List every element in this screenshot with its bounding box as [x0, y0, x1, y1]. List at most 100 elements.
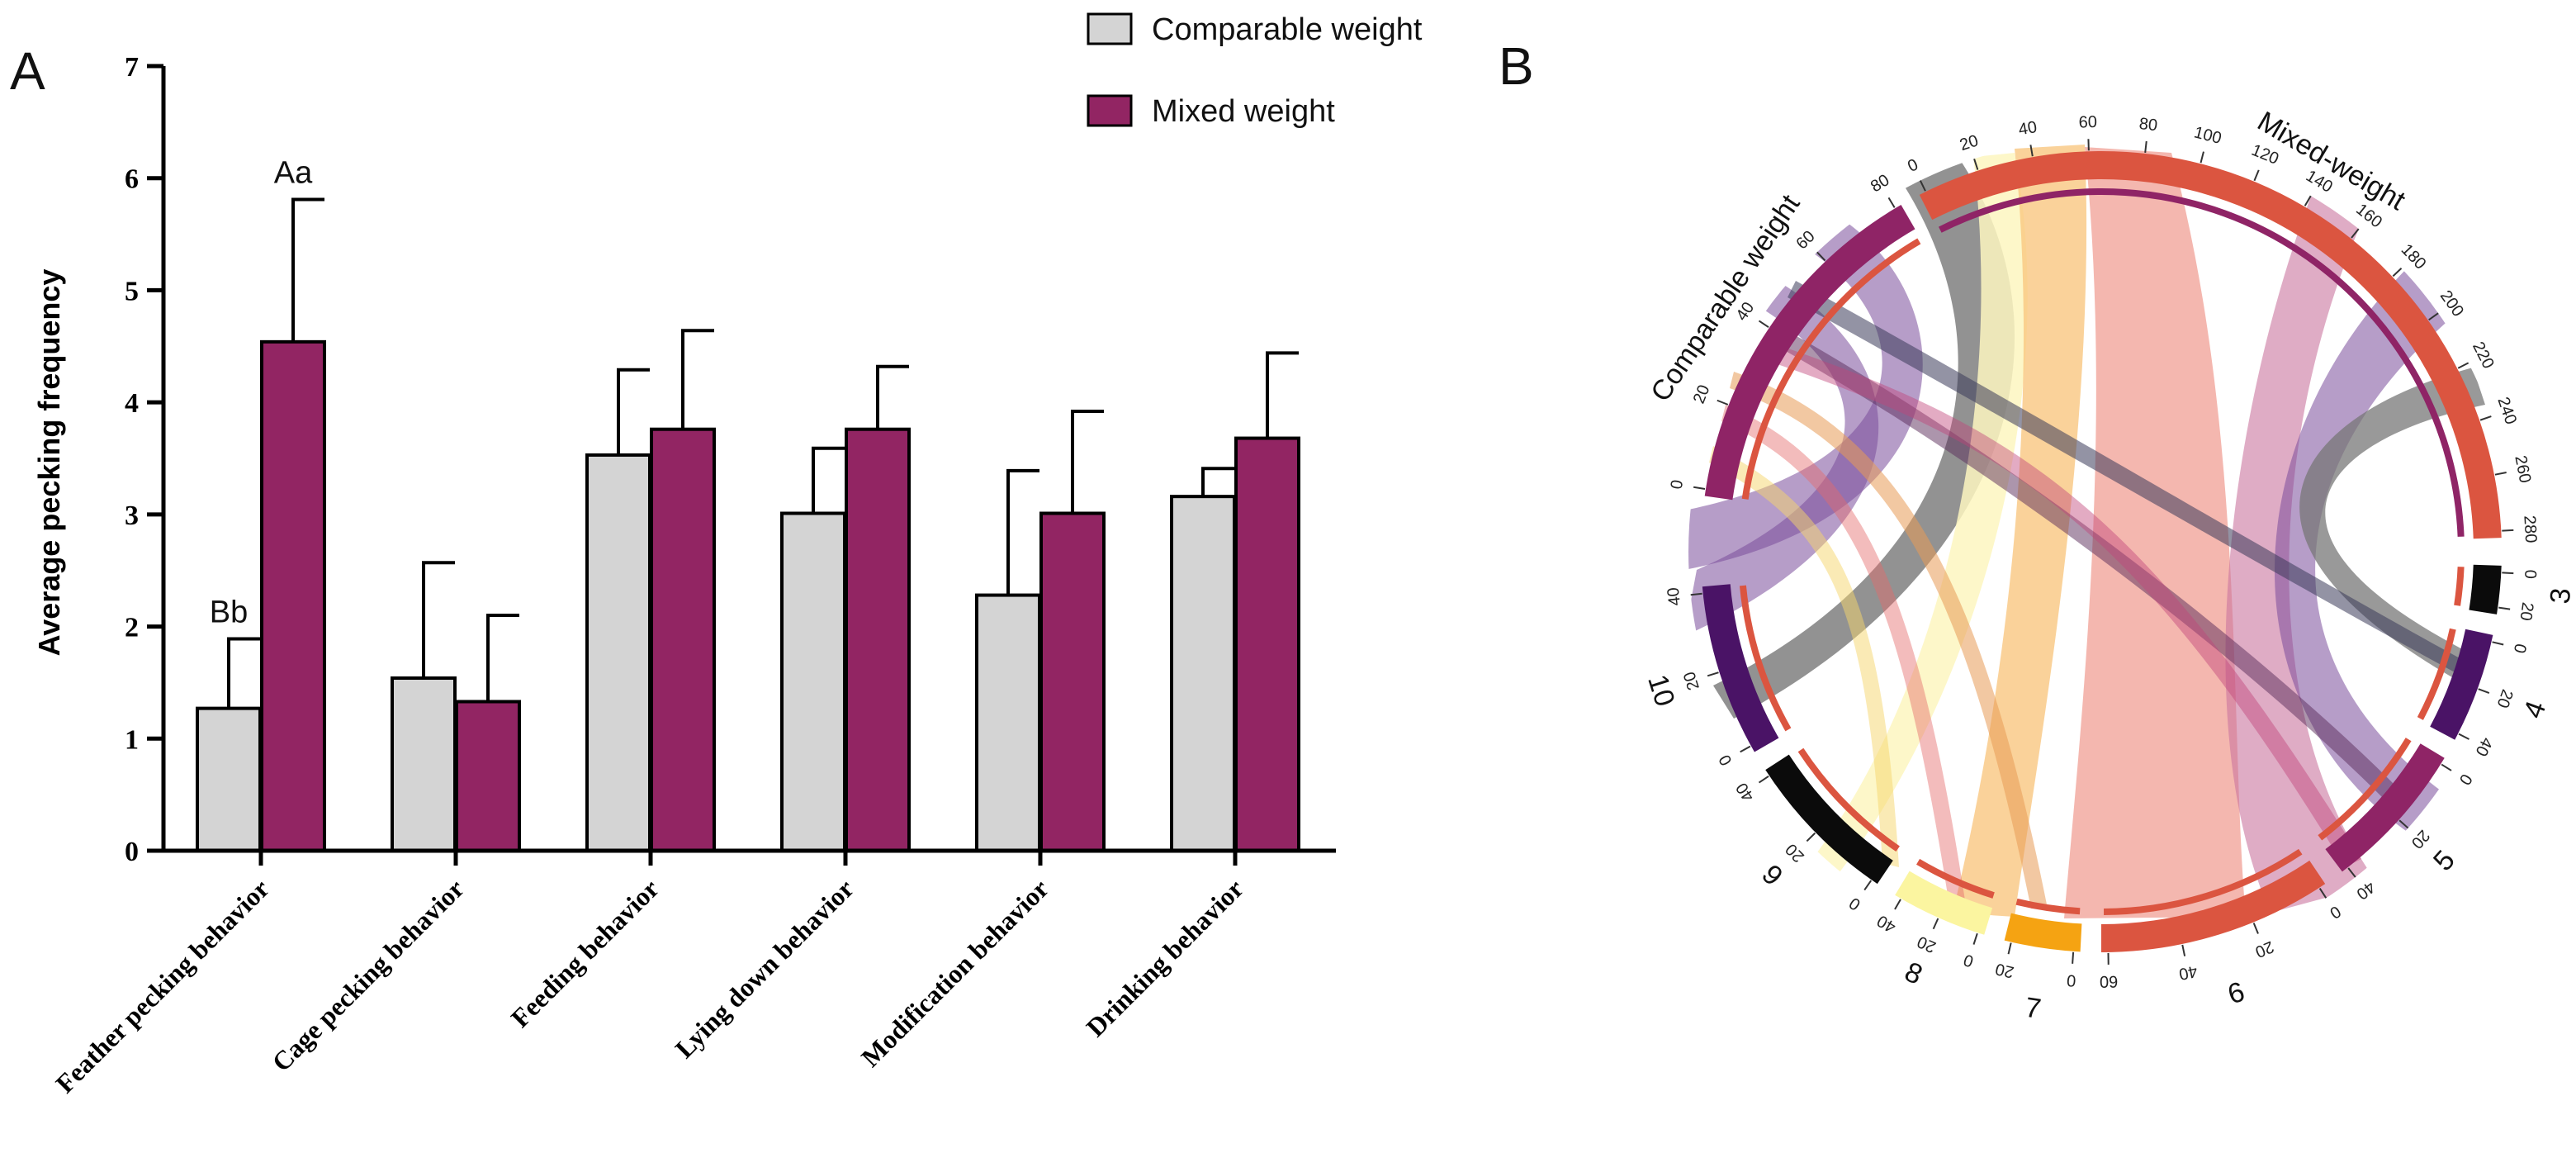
chord-tick-mark [1806, 832, 1816, 842]
ribbon [2064, 147, 2246, 918]
y-tick-label: 6 [125, 164, 139, 195]
x-tick-label: Feather pecking behavior [50, 873, 275, 1098]
chord-tick-label: 40 [2353, 877, 2379, 903]
chord-tick-mark [2398, 819, 2409, 829]
segment-inner-ring [1797, 747, 1900, 852]
bars: Bb Aa [196, 156, 1300, 853]
segment-arc-mixed-weight [1919, 151, 2502, 539]
segment-arc-9 [1765, 754, 1893, 885]
chord-tick-label: 20 [1958, 131, 1981, 154]
chord-tick-mark [1758, 320, 1769, 329]
panel-a-letter: A [10, 41, 45, 101]
chord-tick-mark [1894, 899, 1901, 910]
chord-tick-mark [1919, 180, 1926, 192]
bar [845, 427, 911, 852]
chord-tick-label: 20 [2493, 687, 2516, 710]
bar [1234, 436, 1300, 852]
bar [196, 706, 262, 853]
chord-ribbons [1688, 145, 2485, 918]
segment-arc-comparable-weight [1704, 204, 1915, 501]
segment-inner-ring [1741, 238, 1921, 500]
chord-tick-label: 40 [2017, 118, 2039, 139]
chord-tick-label: 40 [1874, 911, 1899, 936]
chord-tick-label: 0 [1668, 478, 1687, 490]
chord-tick-label: 0 [2455, 771, 2476, 788]
chord-tick-mark [2252, 923, 2259, 934]
chord-tick-mark [1740, 745, 1751, 753]
y-axis-ticks: 0 1 2 3 4 5 6 7 [125, 52, 163, 867]
segment-label: 7 [2023, 992, 2043, 1025]
chord-tick-mark [2494, 472, 2507, 476]
chord-tick-mark [2007, 942, 2012, 955]
chord-tick-mark [2428, 312, 2439, 321]
chord-tick-label: 20 [2516, 601, 2536, 622]
chord-tick-label: 0 [1716, 752, 1736, 768]
significance-label: Bb [210, 595, 248, 630]
chord-tick-mark [2318, 888, 2327, 899]
chord-tick-mark [2072, 951, 2075, 964]
chord-tick-label: 40 [2471, 734, 2496, 759]
segment-arc-10 [1702, 584, 1779, 752]
chord-tick-label: 80 [2138, 115, 2159, 135]
chord-tick-mark [2458, 733, 2469, 740]
chord-tick-mark [2029, 145, 2034, 157]
chord-tick-mark [1863, 880, 1873, 891]
segment-inner-ring [2104, 848, 2303, 915]
bar [455, 700, 521, 852]
ribbon [2225, 194, 2378, 913]
chord-tick-mark [2351, 228, 2360, 239]
segment-label: 8 [1900, 956, 1927, 990]
segment-inner-ring [1938, 188, 2465, 537]
ribbon [1812, 153, 2028, 875]
y-tick-label: 0 [125, 837, 139, 867]
chord-tick-mark [2441, 763, 2452, 771]
chord-tick-mark [1973, 158, 1979, 170]
legend-label-comparable: Comparable weight [1152, 12, 1423, 47]
chord-tick-mark [1693, 486, 1706, 490]
segment-label: 6 [2224, 976, 2248, 1011]
chord-tick-mark [1707, 671, 1719, 677]
segment-inner-ring [2318, 738, 2412, 841]
chord-tick-mark [2457, 362, 2469, 369]
chord-tick-label: 20 [1782, 840, 1807, 866]
x-tick-label: Lying down behavior [670, 873, 859, 1063]
chord-segment-arcs [1702, 151, 2502, 952]
chord-tick-label: 180 [2398, 240, 2430, 273]
y-tick-label: 3 [125, 501, 139, 531]
chord-tick-mark [1887, 197, 1896, 208]
chord-tick-mark [2253, 169, 2260, 182]
chord-tick-mark [2502, 529, 2514, 532]
chord-tick-label: 280 [2520, 515, 2540, 543]
chord-tick-mark [1932, 918, 1939, 930]
legend-label-mixed: Mixed weight [1152, 94, 1335, 129]
chord-tick-label: 240 [2493, 395, 2520, 427]
y-tick-label: 2 [125, 613, 139, 643]
chord-tick-mark [2479, 415, 2492, 421]
chord-tick-label: 20 [1690, 382, 1714, 406]
segment-arc-8 [1895, 871, 1993, 935]
chord-tick-label: 60 [2078, 113, 2097, 132]
segment-inner-ring [1916, 858, 1995, 899]
segment-label: 4 [2517, 697, 2552, 723]
segment-arc-6 [2100, 860, 2326, 952]
bar [1170, 495, 1236, 853]
chord-tick-mark [1758, 775, 1769, 784]
chord-tick-label: 0 [2066, 970, 2076, 989]
chord-tick-label: 0 [1962, 950, 1976, 970]
chord-tick-label: 0 [2327, 902, 2344, 923]
bar [975, 593, 1041, 852]
segment-inner-ring [2454, 567, 2465, 606]
segment-inner-ring [1739, 585, 1792, 732]
chord-tick-label: 20 [2408, 826, 2433, 852]
chord-tick-label: 40 [2177, 961, 2199, 983]
y-axis-label: Average pecking frequency [32, 269, 66, 657]
panel-b-chord-diagram: B [1499, 36, 2576, 1025]
ribbon [1788, 281, 2465, 673]
chord-tick-mark [2347, 867, 2356, 878]
chord-tick-label: 0 [1905, 155, 1921, 176]
bar [391, 676, 457, 852]
chord-tick-mark [1690, 592, 1702, 596]
segment-arc-4 [2430, 629, 2493, 740]
